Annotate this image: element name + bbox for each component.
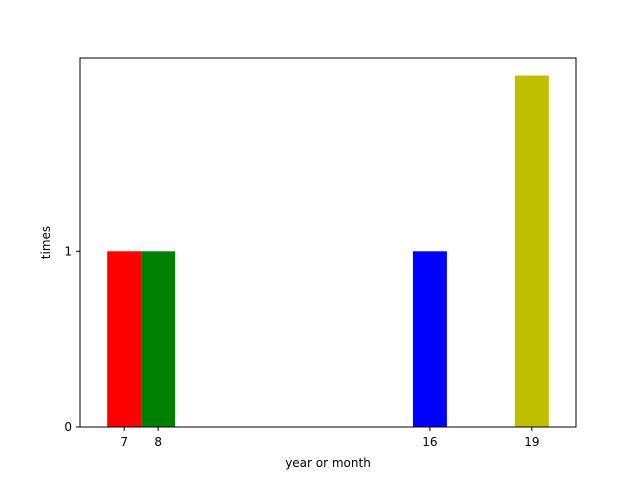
plot-frame [79, 57, 577, 428]
ticks-layer: 7 8 16 19 0 1 [64, 244, 539, 449]
bar-x-8 [141, 251, 176, 427]
y-tick-label: 0 [64, 420, 72, 434]
y-axis-label: times [39, 226, 53, 259]
x-tick-label: 8 [154, 435, 162, 449]
bar-x-7 [107, 251, 142, 427]
bar-x-16 [412, 251, 447, 427]
bars-layer [107, 75, 549, 428]
x-tick-label: 7 [120, 435, 128, 449]
x-axis-label: year or month [285, 456, 371, 470]
y-tick-label: 1 [64, 244, 72, 258]
x-tick-label: 16 [422, 435, 437, 449]
bar-x-19 [514, 75, 549, 428]
x-tick-label: 19 [524, 435, 539, 449]
